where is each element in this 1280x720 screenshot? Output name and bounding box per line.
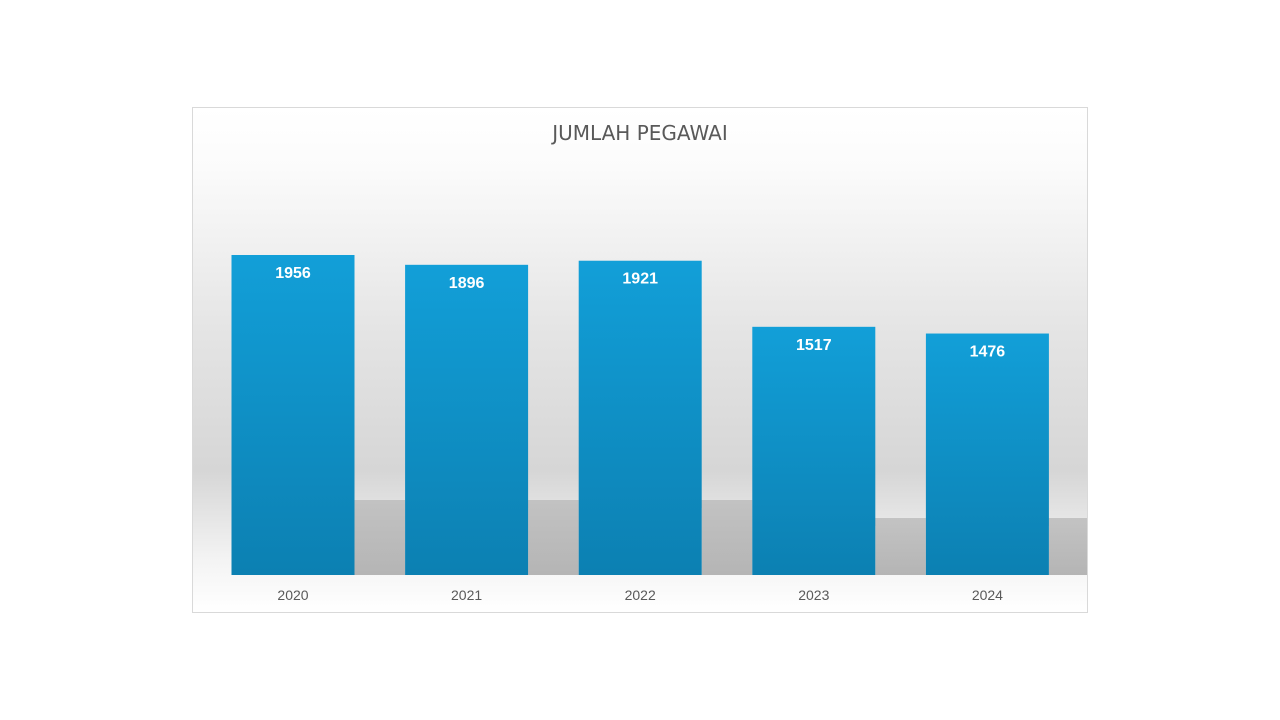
x-axis-ticks: 2020 2021 2022 2023 2024 (277, 587, 1003, 603)
bar-2023 (752, 326, 876, 575)
bar-shadow-2020 (241, 500, 406, 575)
bar-2022 (578, 260, 702, 575)
x-tick-2020: 2020 (277, 587, 308, 603)
data-label-2023: 1517 (796, 337, 832, 354)
chart-area: 1956 1896 1921 1517 1476 2020 2021 2022 2023 202… (192, 107, 1088, 613)
data-label-layer: 1956 1896 1921 1517 1476 (275, 265, 1005, 361)
floor-shadow-layer (241, 500, 1087, 575)
chart-title: JUMLAH PEGAWAI (550, 121, 728, 145)
bar-2021 (405, 264, 529, 575)
bar-shadow-2022 (588, 500, 753, 575)
x-tick-2021: 2021 (451, 587, 482, 603)
x-tick-2024: 2024 (972, 587, 1003, 603)
data-label-2022: 1921 (622, 271, 658, 288)
bar-2020 (231, 254, 355, 575)
data-label-2021: 1896 (449, 275, 485, 292)
x-tick-2023: 2023 (798, 587, 829, 603)
bar-2024 (925, 333, 1049, 575)
bar-layer (231, 254, 1049, 575)
bar-shadow-2023 (762, 518, 926, 575)
data-label-2020: 1956 (275, 265, 311, 282)
data-label-2024: 1476 (970, 344, 1006, 361)
bar-shadow-2024 (935, 518, 1087, 575)
x-tick-2022: 2022 (625, 587, 656, 603)
bar-shadow-2021 (415, 500, 579, 575)
